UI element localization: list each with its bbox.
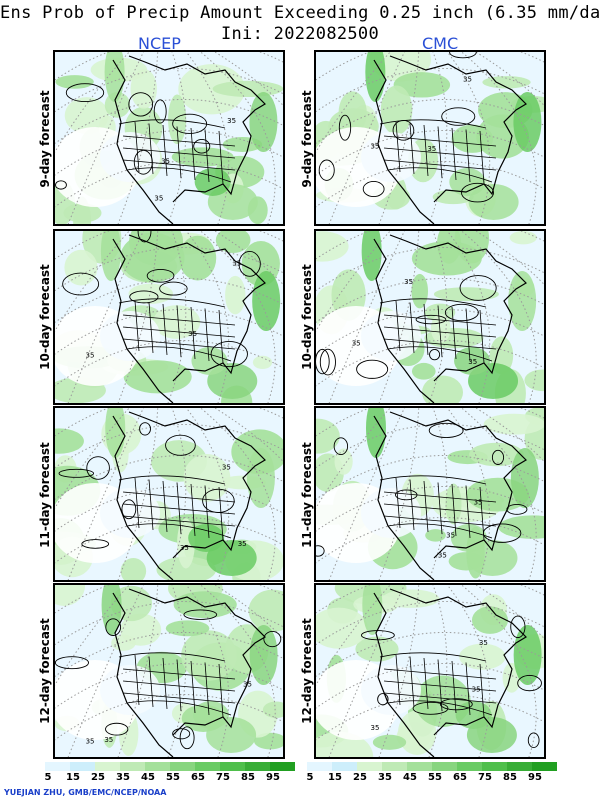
legend-swatch [507, 762, 532, 771]
legend-label: 45 [403, 772, 417, 783]
contour-label: 35 [404, 278, 413, 286]
contour-label: 35 [352, 339, 361, 347]
contour-label: 35 [427, 145, 436, 153]
legend-label: 25 [91, 772, 105, 783]
chart-title: Ens Prob of Precip Amount Exceeding 0.25… [0, 3, 600, 23]
legend-label: 25 [353, 772, 367, 783]
legend-swatch [532, 762, 557, 771]
contour-label: 35 [86, 737, 95, 745]
contour-label: 35 [238, 540, 247, 548]
contour-label: 35 [446, 532, 455, 540]
contour-label: 35 [472, 685, 481, 693]
row-label-11-day: 11-day forecast [38, 442, 52, 548]
legend-label: 95 [528, 772, 542, 783]
forecast-map-panel: 35 35 35 [314, 229, 546, 405]
color-legend-left [45, 762, 295, 771]
forecast-map-panel: 35 35 35 [314, 406, 546, 582]
legend-swatch [457, 762, 482, 771]
legend-swatch [220, 762, 245, 771]
contour-label: 35 [104, 736, 113, 744]
contour-label: 35 [161, 157, 170, 165]
legend-swatch [70, 762, 95, 771]
forecast-map-panel: 35 35 35 [314, 583, 546, 759]
legend-label: 85 [241, 772, 255, 783]
legend-label: 35 [378, 772, 392, 783]
column-header-cmc: CMC [422, 34, 459, 53]
legend-label: 85 [503, 772, 517, 783]
color-legend-right [307, 762, 557, 771]
legend-swatch [120, 762, 145, 771]
row-label-10-day: 10-day forecast [38, 264, 52, 370]
legend-swatch [145, 762, 170, 771]
forecast-map-panel: 35 35 35 [53, 50, 285, 226]
legend-swatch [382, 762, 407, 771]
legend-label: 45 [141, 772, 155, 783]
legend-swatch [95, 762, 120, 771]
legend-swatch [307, 762, 332, 771]
contour-label: 35 [438, 552, 447, 560]
legend-label: 15 [66, 772, 80, 783]
legend-swatch [245, 762, 270, 771]
contour-label: 35 [180, 544, 189, 552]
forecast-map-panel: 35 35 35 [53, 229, 285, 405]
column-header-ncep: NCEP [138, 34, 181, 53]
legend-label: 35 [116, 772, 130, 783]
legend-swatch [482, 762, 507, 771]
contour-label: 35 [463, 76, 472, 84]
legend-label: 15 [328, 772, 342, 783]
credit-text: YUEJIAN ZHU, GMB/EMC/NCEP/NOAA [4, 788, 167, 797]
forecast-map-panel: 35 35 35 [53, 406, 285, 582]
legend-label: 5 [306, 772, 314, 783]
legend-label: 65 [191, 772, 205, 783]
contour-label: 35 [474, 499, 483, 507]
legend-swatch [432, 762, 457, 771]
legend-swatch [357, 762, 382, 771]
legend-swatch [170, 762, 195, 771]
legend-label: 5 [44, 772, 52, 783]
legend-label: 55 [166, 772, 180, 783]
contour-label: 35 [227, 117, 236, 125]
init-date: Ini: 2022082500 [220, 24, 380, 44]
legend-swatch [45, 762, 70, 771]
contour-label: 35 [468, 358, 477, 366]
contour-label: 35 [232, 260, 241, 268]
legend-label: 55 [428, 772, 442, 783]
contour-label: 35 [86, 352, 95, 360]
legend-swatch [407, 762, 432, 771]
contour-label: 35 [222, 464, 231, 472]
legend-label: 95 [266, 772, 280, 783]
contour-label: 35 [479, 639, 488, 647]
contour-label: 35 [188, 330, 197, 338]
legend-label: 75 [216, 772, 230, 783]
row-label-9-day: 9-day forecast [38, 90, 52, 188]
legend-swatch [270, 762, 295, 771]
contour-label: 35 [370, 142, 379, 150]
legend-swatch [195, 762, 220, 771]
forecast-map-panel: 35 35 35 [314, 50, 546, 226]
row-label-12-day: 12-day forecast [38, 618, 52, 724]
forecast-map-panel: 35 35 35 [53, 583, 285, 759]
legend-label: 75 [478, 772, 492, 783]
legend-swatch [332, 762, 357, 771]
contour-label: 35 [371, 724, 380, 732]
contour-label: 35 [243, 681, 252, 689]
legend-label: 65 [453, 772, 467, 783]
contour-label: 35 [154, 194, 163, 202]
